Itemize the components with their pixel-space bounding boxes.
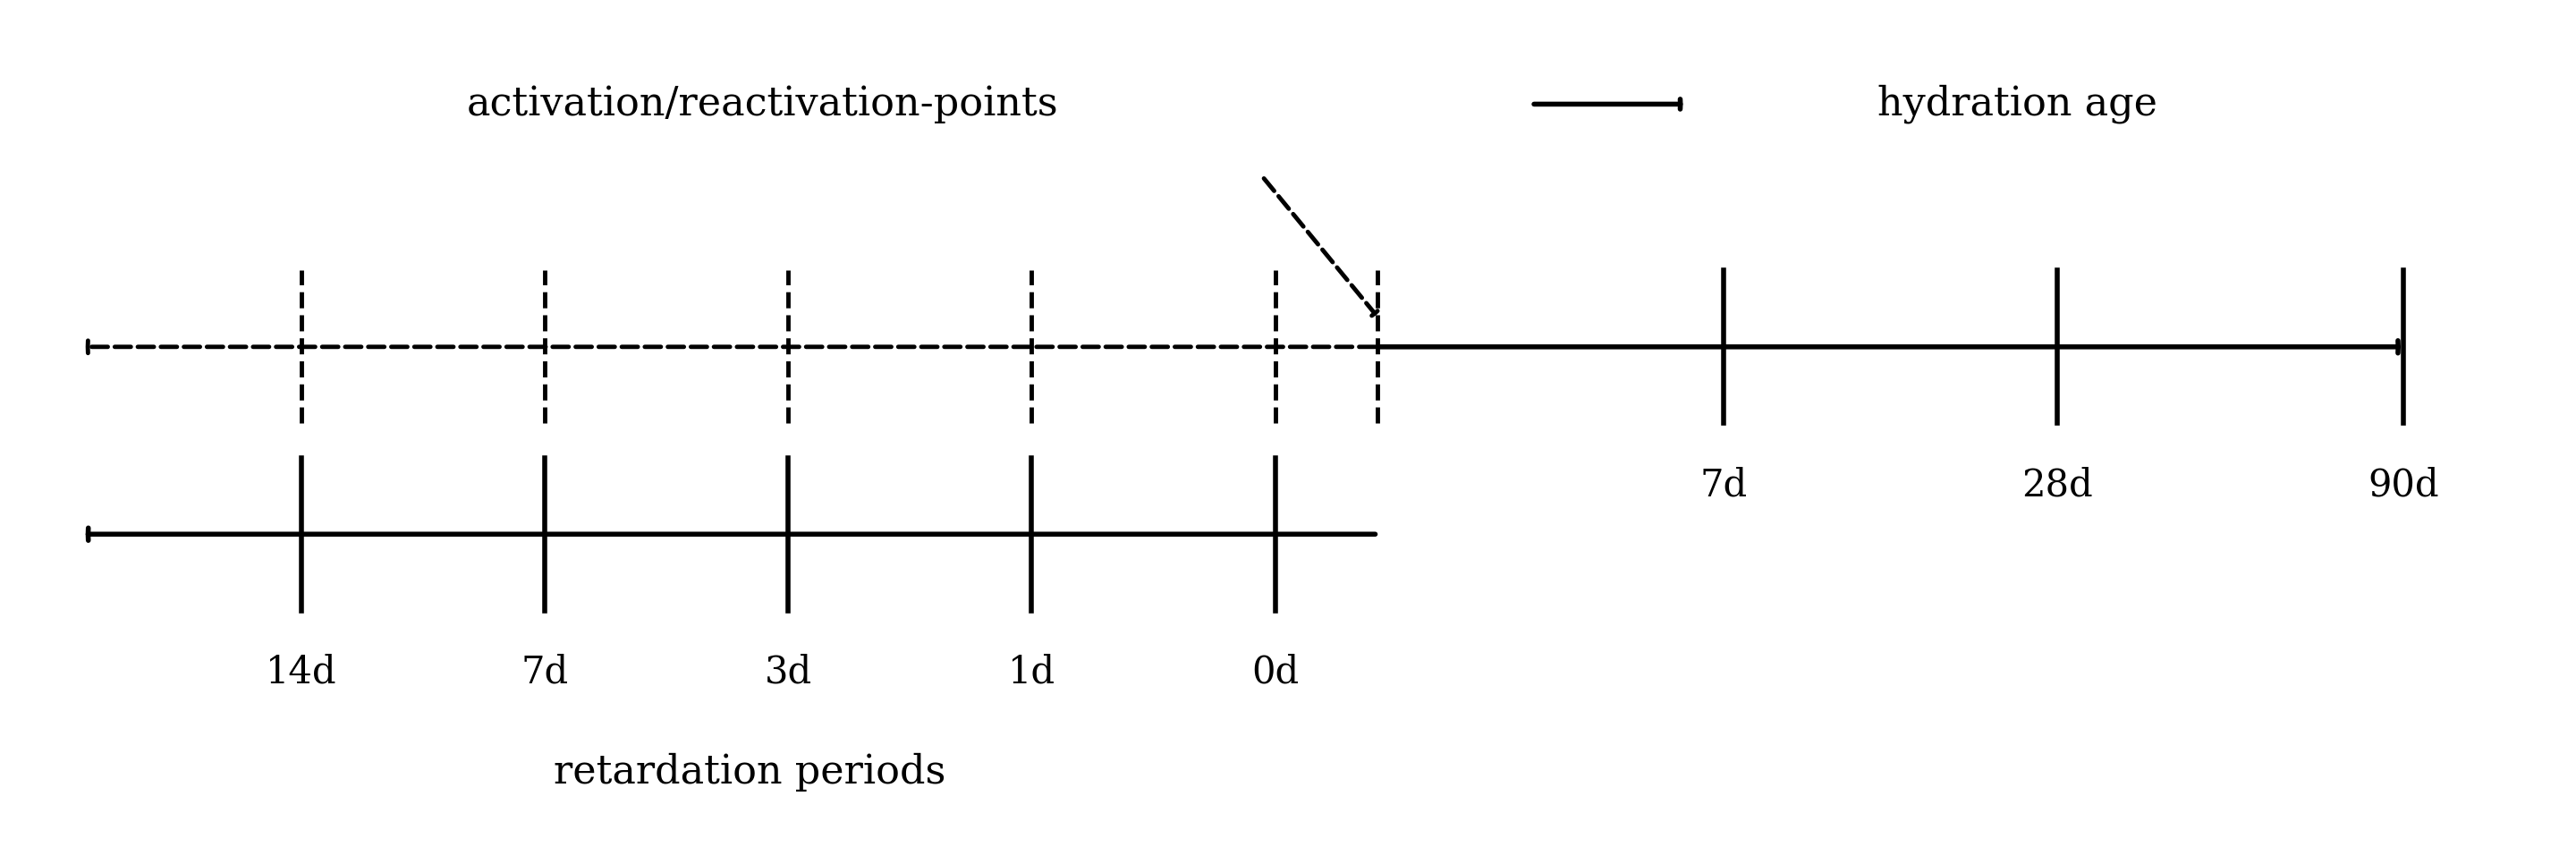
Text: 7d: 7d bbox=[520, 653, 569, 691]
Text: 0d: 0d bbox=[1252, 653, 1298, 691]
Text: activation/reactivation-points: activation/reactivation-points bbox=[466, 85, 1059, 124]
Text: hydration age: hydration age bbox=[1878, 85, 2159, 124]
Text: 3d: 3d bbox=[765, 653, 811, 691]
Text: 28d: 28d bbox=[2022, 466, 2092, 504]
Text: 1d: 1d bbox=[1007, 653, 1056, 691]
Text: retardation periods: retardation periods bbox=[554, 753, 945, 792]
Text: 90d: 90d bbox=[2367, 466, 2439, 504]
Text: 14d: 14d bbox=[265, 653, 337, 691]
Text: 7d: 7d bbox=[1700, 466, 1747, 504]
